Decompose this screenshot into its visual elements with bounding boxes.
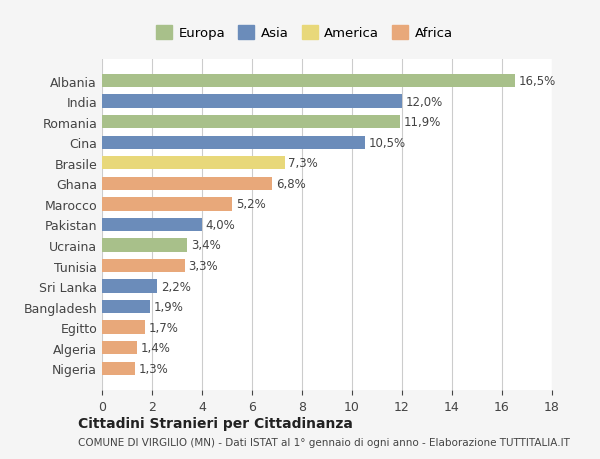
Bar bbox=[102, 95, 402, 108]
Text: 6,8%: 6,8% bbox=[276, 178, 305, 190]
Text: 1,3%: 1,3% bbox=[138, 362, 168, 375]
Bar bbox=[102, 321, 145, 334]
Bar bbox=[102, 157, 284, 170]
Text: 1,7%: 1,7% bbox=[148, 321, 178, 334]
Text: 3,4%: 3,4% bbox=[191, 239, 221, 252]
Text: Cittadini Stranieri per Cittadinanza: Cittadini Stranieri per Cittadinanza bbox=[78, 416, 353, 430]
Legend: Europa, Asia, America, Africa: Europa, Asia, America, Africa bbox=[154, 23, 455, 43]
Bar bbox=[102, 116, 400, 129]
Bar bbox=[102, 218, 202, 232]
Bar bbox=[102, 300, 149, 313]
Bar bbox=[102, 341, 137, 355]
Text: 1,4%: 1,4% bbox=[141, 341, 170, 354]
Text: 2,2%: 2,2% bbox=[161, 280, 191, 293]
Bar bbox=[102, 239, 187, 252]
Bar bbox=[102, 280, 157, 293]
Bar bbox=[102, 177, 272, 190]
Text: 16,5%: 16,5% bbox=[518, 75, 556, 88]
Bar bbox=[102, 136, 365, 150]
Text: COMUNE DI VIRGILIO (MN) - Dati ISTAT al 1° gennaio di ogni anno - Elaborazione T: COMUNE DI VIRGILIO (MN) - Dati ISTAT al … bbox=[78, 437, 570, 447]
Bar bbox=[102, 198, 232, 211]
Text: 12,0%: 12,0% bbox=[406, 95, 443, 108]
Text: 4,0%: 4,0% bbox=[206, 218, 236, 231]
Text: 7,3%: 7,3% bbox=[288, 157, 318, 170]
Text: 11,9%: 11,9% bbox=[403, 116, 440, 129]
Bar bbox=[102, 362, 134, 375]
Text: 5,2%: 5,2% bbox=[236, 198, 265, 211]
Bar bbox=[102, 75, 515, 88]
Bar bbox=[102, 259, 185, 273]
Text: 10,5%: 10,5% bbox=[368, 136, 406, 149]
Text: 3,3%: 3,3% bbox=[188, 259, 218, 272]
Text: 1,9%: 1,9% bbox=[153, 301, 183, 313]
